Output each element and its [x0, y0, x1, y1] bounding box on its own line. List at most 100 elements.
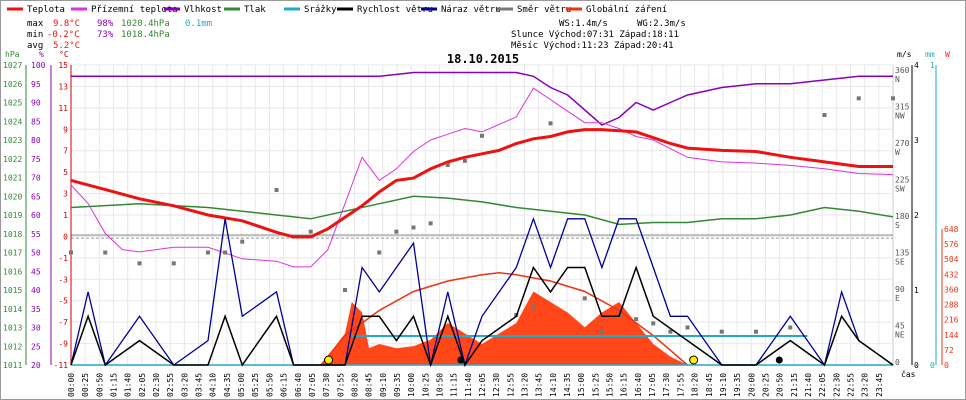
press-tick-13: 1014 — [3, 305, 22, 314]
humidity-line — [71, 71, 893, 126]
time-label-51: 21:15 — [790, 373, 799, 397]
time-label-23: 09:35 — [393, 373, 402, 397]
hum-tick-9: 55 — [31, 230, 41, 239]
time-label-52: 21:40 — [804, 373, 813, 397]
press-tick-15: 1012 — [3, 342, 22, 351]
sunset-marker — [689, 355, 699, 365]
hum-unit: % — [39, 50, 44, 59]
press-tick-3: 1024 — [3, 117, 22, 126]
series — [69, 71, 895, 368]
dir-tick-8: 0 — [895, 358, 900, 367]
info-wind: WS:1.4m/s — [559, 19, 608, 29]
time-label-7: 02:55 — [166, 373, 175, 397]
legend-label-2: Vlhkost — [184, 5, 222, 15]
temp-tick-13: -9 — [58, 340, 68, 349]
info-moon: Měsíc Východ:11:23 Západ:20:41 — [511, 41, 674, 51]
rad-tick-9: 0 — [944, 361, 949, 370]
hum-tick-12: 40 — [31, 286, 41, 295]
wind-direction-point-5 — [223, 250, 228, 255]
stat-avg-label: avg — [27, 41, 43, 51]
legend-label-6: Náraz větru — [441, 5, 501, 15]
time-label-8: 03:20 — [180, 373, 189, 397]
press-tick-6: 1021 — [3, 174, 22, 183]
time-label-6: 02:30 — [152, 373, 161, 397]
temp-tick-8: 0 — [63, 232, 68, 241]
time-label-49: 20:25 — [761, 373, 770, 397]
temperature-line — [70, 128, 893, 239]
wind-direction-point-30 — [822, 113, 827, 117]
time-label-35: 14:35 — [563, 373, 572, 397]
press-tick-10: 1017 — [3, 249, 22, 258]
time-label-53: 22:05 — [818, 373, 827, 397]
time-label-41: 17:05 — [648, 373, 657, 397]
rad-tick-3: 432 — [944, 270, 959, 279]
rad-tick-0: 648 — [944, 225, 959, 234]
time-label-18: 07:30 — [322, 373, 331, 397]
stat-max-temp: 9.8°C — [53, 19, 80, 29]
wind-direction-point-18 — [531, 304, 536, 309]
press-tick-4: 1023 — [3, 136, 22, 145]
rad-tick-5: 288 — [944, 301, 959, 310]
time-label-26: 10:50 — [435, 373, 444, 397]
time-label-56: 23:20 — [861, 373, 870, 397]
time-label-28: 11:40 — [464, 373, 473, 397]
time-label-45: 18:45 — [705, 373, 714, 397]
press-tick-0: 1027 — [3, 61, 22, 70]
stat-avg-temp: 5.2°C — [53, 41, 80, 51]
dir-tick-label-3: SW — [895, 185, 905, 194]
time-label-57: 23:45 — [875, 373, 884, 397]
stat-max-label: max — [27, 19, 44, 29]
press-tick-7: 1020 — [3, 192, 22, 201]
hum-tick-8: 60 — [31, 211, 41, 220]
wind-direction-point-8 — [308, 229, 313, 234]
wind-tick-2: 2 — [914, 211, 919, 220]
wind-direction-point-28 — [754, 329, 758, 334]
wind-direction-point-12 — [411, 225, 416, 230]
time-label-1: 00:25 — [81, 373, 90, 397]
time-label-36: 15:00 — [577, 373, 586, 397]
stats-block: max 9.8°C 98% 1020.4hPa 0.1mm min -0.2°C 73% 101… — [27, 19, 686, 51]
dir-tick-1: 315 — [895, 103, 910, 112]
rad-tick-1: 576 — [944, 240, 959, 249]
rad-tick-8: 72 — [944, 346, 954, 355]
time-label-13: 05:25 — [251, 373, 260, 397]
time-label-15: 06:15 — [280, 373, 289, 397]
temp-tick-9: -1 — [58, 254, 68, 263]
wind-direction-point-19 — [548, 121, 553, 126]
temp-tick-3: 9 — [63, 125, 68, 134]
time-label-2: 00:50 — [95, 373, 104, 397]
wind-direction-point-21 — [599, 329, 604, 334]
time-label-0: 00:00 — [67, 373, 76, 397]
dir-tick-label-5: SE — [895, 258, 905, 267]
time-label-16: 06:40 — [294, 373, 303, 397]
time-label-50: 20:50 — [776, 373, 785, 397]
wind-direction-point-25 — [668, 329, 673, 334]
temp-tick-7: 1 — [63, 211, 68, 220]
time-label-54: 22:30 — [832, 373, 841, 397]
time-label-31: 12:55 — [506, 373, 515, 397]
time-label-3: 01:15 — [110, 373, 119, 397]
wind-direction-point-10 — [377, 250, 382, 255]
temp-tick-12: -7 — [58, 318, 68, 327]
dir-tick-label-7: NE — [895, 331, 905, 340]
wind-direction-point-31 — [856, 96, 861, 101]
time-label-25: 10:25 — [421, 373, 430, 397]
rain-tick-1: 0 — [930, 361, 935, 370]
press-tick-14: 1013 — [3, 324, 22, 333]
info-gust: WG:2.3m/s — [637, 19, 686, 29]
time-label-48: 20:00 — [747, 373, 756, 397]
legend: Teplota Přízemní teplota Vlhkost Tlak Srážky… — [7, 5, 667, 15]
hum-tick-16: 20 — [31, 361, 41, 370]
temp-tick-11: -5 — [58, 297, 68, 306]
wind-direction-point-1 — [103, 250, 108, 255]
wind-direction-point-9 — [343, 288, 347, 292]
press-tick-8: 1019 — [3, 211, 22, 220]
time-label-42: 17:30 — [662, 373, 671, 397]
temp-tick-10: -3 — [58, 275, 68, 284]
wind-direction-point-13 — [428, 221, 433, 226]
pressure-line — [70, 195, 894, 226]
dir-tick-label-4: S — [895, 221, 900, 230]
moonrise-marker — [457, 356, 465, 364]
rain-unit: mm — [925, 50, 935, 59]
